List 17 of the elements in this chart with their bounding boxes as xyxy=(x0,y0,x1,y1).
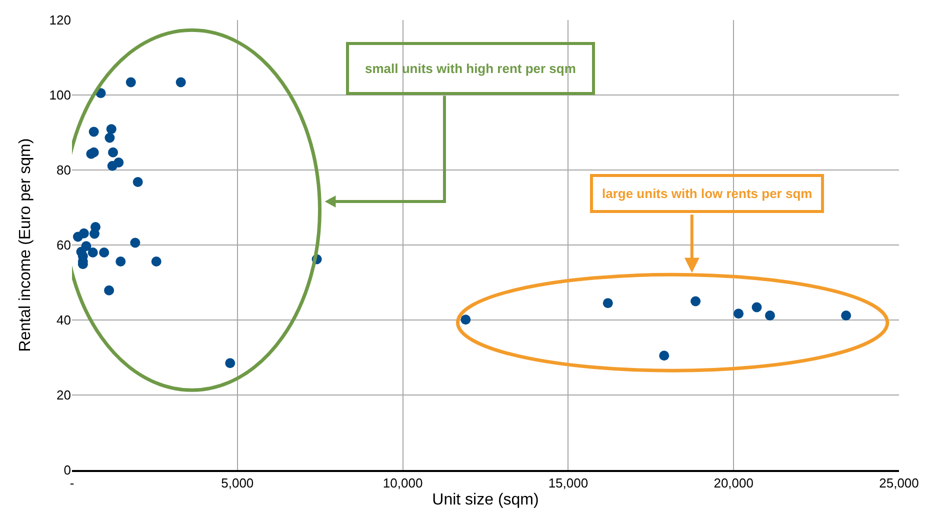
x-axis-title: Unit size (sqm) xyxy=(432,492,539,509)
annotation: small units with high rent per sqm xyxy=(365,61,576,76)
y-tick-label: 100 xyxy=(49,88,71,103)
annotation: large units with low rents per sqm xyxy=(602,186,812,201)
x-tick-label: - xyxy=(70,475,74,490)
x-tick-label: 15,000 xyxy=(548,475,588,490)
y-tick-label: 80 xyxy=(56,162,71,178)
y-tick-label: 40 xyxy=(56,312,71,328)
x-tick-label: 10,000 xyxy=(382,475,423,490)
y-tick-label: 120 xyxy=(49,12,71,28)
y-tick-label: 0 xyxy=(64,462,71,478)
y-tick-label: 60 xyxy=(56,238,71,253)
x-tick-label: 5,000 xyxy=(221,475,254,490)
y-tick-label: 20 xyxy=(56,388,71,403)
x-tick-label: 20,000 xyxy=(714,475,754,490)
y-axis-title: Rental income (Euro per sqm) xyxy=(17,138,34,352)
x-tick-label: 25,000 xyxy=(879,475,919,490)
